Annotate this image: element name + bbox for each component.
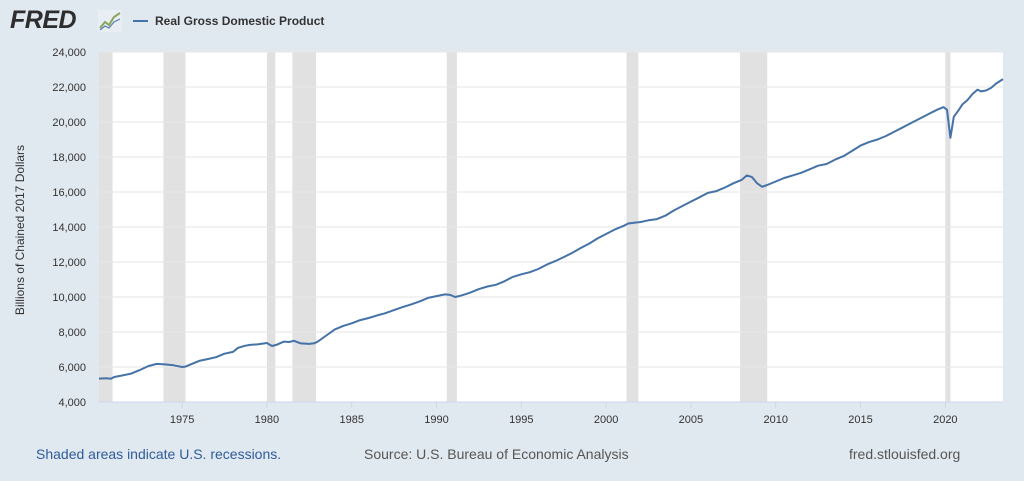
y-tick-label: 16,000 <box>52 187 86 199</box>
x-tick-label: 1990 <box>424 414 448 426</box>
x-tick-label: 2020 <box>933 414 957 426</box>
x-tick-label: 2000 <box>594 414 618 426</box>
legend-swatch <box>133 20 148 22</box>
x-tick-label: 2010 <box>763 414 787 426</box>
gdp-line-chart: 4,000 6,000 8,000 10,000 12,000 14,000 16,000 1… <box>52 47 1004 426</box>
y-tick-label: 22,000 <box>52 82 86 94</box>
x-tick-label: 2005 <box>679 414 703 426</box>
recession-note: Shaded areas indicate U.S. recessions. <box>36 446 282 462</box>
y-tick-label: 4,000 <box>58 397 86 409</box>
x-tick-label: 2015 <box>848 414 872 426</box>
x-tick-label: 1985 <box>339 414 363 426</box>
line-chart-icon <box>98 10 122 32</box>
source-text: Source: U.S. Bureau of Economic Analysis <box>364 446 629 462</box>
y-tick-label: 12,000 <box>52 257 86 269</box>
y-tick-label: 20,000 <box>52 117 86 129</box>
y-tick-label: 8,000 <box>58 327 86 339</box>
x-tick-label: 1995 <box>509 414 533 426</box>
y-tick-label: 24,000 <box>52 47 86 59</box>
legend-label: Real Gross Domestic Product <box>155 14 325 28</box>
x-tick-label: 1980 <box>255 414 279 426</box>
y-tick-label: 10,000 <box>52 292 86 304</box>
x-tick-label: 1975 <box>170 414 194 426</box>
y-tick-label: 18,000 <box>52 152 86 164</box>
y-tick-label: 6,000 <box>58 362 86 374</box>
site-link[interactable]: fred.stlouisfed.org <box>849 446 961 462</box>
fred-logo[interactable]: FRED <box>10 6 77 34</box>
y-tick-label: 14,000 <box>52 222 86 234</box>
chart-header: FRED Real Gross Domestic Product <box>0 0 1024 44</box>
series-line <box>98 78 1004 380</box>
chart-legend: Real Gross Domestic Product <box>133 11 324 31</box>
